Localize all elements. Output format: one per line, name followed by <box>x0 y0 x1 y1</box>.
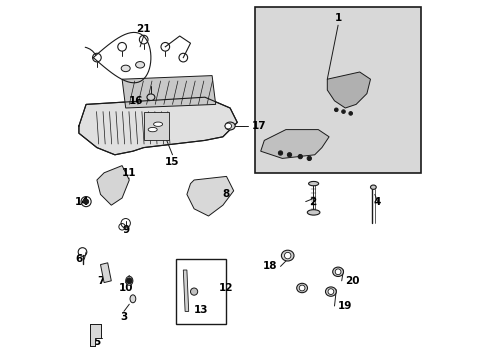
Polygon shape <box>326 72 370 108</box>
Text: 11: 11 <box>122 168 136 178</box>
Ellipse shape <box>281 250 293 261</box>
Bar <box>255 7 420 173</box>
Circle shape <box>334 108 337 112</box>
Text: 9: 9 <box>122 225 129 235</box>
Circle shape <box>298 154 302 159</box>
Ellipse shape <box>327 289 333 294</box>
Polygon shape <box>101 263 111 283</box>
Polygon shape <box>97 166 129 205</box>
Polygon shape <box>143 112 168 140</box>
Text: 16: 16 <box>129 96 143 106</box>
Polygon shape <box>89 324 101 346</box>
Circle shape <box>278 151 282 155</box>
Ellipse shape <box>332 267 343 276</box>
Ellipse shape <box>148 127 157 132</box>
Ellipse shape <box>325 287 336 296</box>
Circle shape <box>287 153 291 157</box>
Text: 6: 6 <box>75 254 82 264</box>
Ellipse shape <box>335 269 340 275</box>
Text: 3: 3 <box>120 312 127 322</box>
Circle shape <box>306 156 311 161</box>
Polygon shape <box>122 76 215 108</box>
Circle shape <box>348 112 352 115</box>
Circle shape <box>126 278 132 284</box>
Ellipse shape <box>125 276 133 285</box>
Ellipse shape <box>146 94 155 100</box>
Text: 10: 10 <box>118 283 133 293</box>
Text: 21: 21 <box>136 24 151 34</box>
Text: 7: 7 <box>97 276 104 286</box>
Text: 14: 14 <box>75 197 90 207</box>
Text: 12: 12 <box>219 283 233 293</box>
Text: 2: 2 <box>309 197 316 207</box>
Ellipse shape <box>130 295 136 303</box>
Ellipse shape <box>296 283 307 293</box>
Ellipse shape <box>224 122 235 130</box>
Ellipse shape <box>308 181 318 186</box>
Bar <box>176 259 226 324</box>
Circle shape <box>190 288 197 295</box>
Polygon shape <box>186 176 233 216</box>
Polygon shape <box>183 270 188 311</box>
Ellipse shape <box>299 285 305 291</box>
Ellipse shape <box>370 185 375 189</box>
Text: 13: 13 <box>194 305 208 315</box>
Ellipse shape <box>135 62 144 68</box>
Text: 17: 17 <box>251 121 266 131</box>
Text: 5: 5 <box>93 337 101 347</box>
Text: 20: 20 <box>345 276 359 286</box>
Text: 18: 18 <box>262 261 276 271</box>
Text: 15: 15 <box>165 157 180 167</box>
Ellipse shape <box>153 122 163 126</box>
Polygon shape <box>79 97 237 155</box>
Circle shape <box>83 199 88 204</box>
Text: 8: 8 <box>223 189 230 199</box>
Ellipse shape <box>224 123 231 129</box>
Ellipse shape <box>121 65 130 72</box>
Circle shape <box>341 110 345 113</box>
Text: 4: 4 <box>373 197 381 207</box>
Ellipse shape <box>284 252 290 259</box>
Ellipse shape <box>306 210 319 215</box>
Polygon shape <box>260 130 328 158</box>
Text: 1: 1 <box>334 13 341 23</box>
Text: 19: 19 <box>337 301 352 311</box>
